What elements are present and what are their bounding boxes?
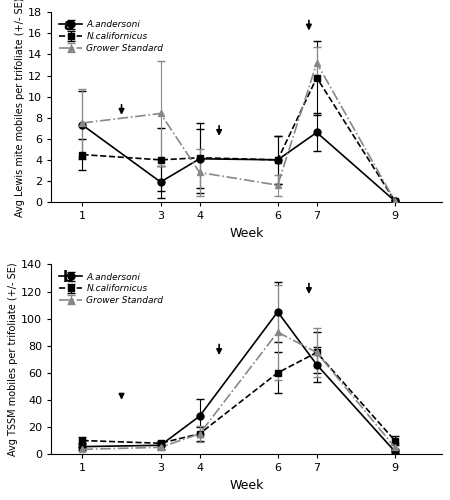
Legend: A.andersoni, N.californicus, Grower Standard: A.andersoni, N.californicus, Grower Stan… <box>56 269 167 308</box>
X-axis label: Week: Week <box>230 478 264 492</box>
X-axis label: Week: Week <box>230 226 264 239</box>
Y-axis label: Avg TSSM mobiles per trifoliate (+/- SE): Avg TSSM mobiles per trifoliate (+/- SE) <box>9 262 18 456</box>
Text: a: a <box>63 18 73 33</box>
Text: b: b <box>63 270 74 285</box>
Legend: A.andersoni, N.californicus, Grower Standard: A.andersoni, N.californicus, Grower Stan… <box>56 17 167 56</box>
Y-axis label: Avg Lewis mite mobiles per trifoliate (+/- SE): Avg Lewis mite mobiles per trifoliate (+… <box>15 0 25 217</box>
